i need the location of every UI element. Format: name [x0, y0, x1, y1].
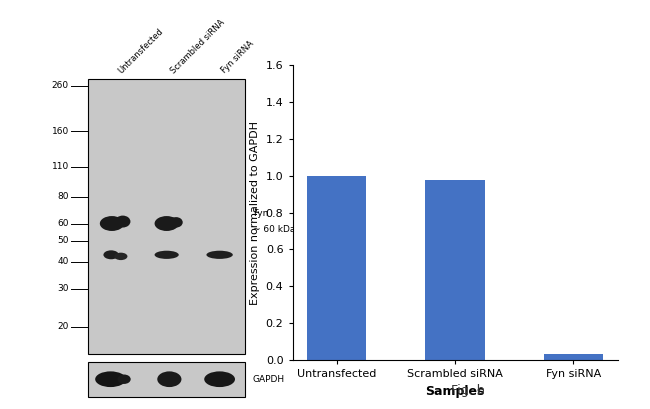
Text: 110: 110: [51, 162, 69, 171]
Text: 80: 80: [57, 192, 69, 201]
Bar: [307, 176, 367, 360]
Text: Scrambled siRNA: Scrambled siRNA: [170, 18, 227, 75]
Bar: [88, 79, 245, 354]
Text: 30: 30: [57, 284, 69, 293]
Text: Fig. b: Fig. b: [451, 384, 485, 397]
Ellipse shape: [155, 251, 179, 259]
Ellipse shape: [118, 375, 131, 384]
Text: Fyn siRNA: Fyn siRNA: [220, 39, 255, 75]
Bar: [543, 354, 603, 360]
Text: 60: 60: [57, 219, 69, 228]
Text: ~ 60 kDa: ~ 60 kDa: [253, 225, 295, 234]
Text: GAPDH: GAPDH: [253, 375, 285, 384]
Ellipse shape: [207, 251, 233, 259]
Ellipse shape: [114, 253, 127, 260]
Text: 40: 40: [57, 257, 69, 266]
Ellipse shape: [157, 371, 181, 387]
Text: Untransfected: Untransfected: [116, 26, 164, 75]
Y-axis label: Expression normalized to GAPDH: Expression normalized to GAPDH: [250, 121, 260, 305]
Ellipse shape: [204, 371, 235, 387]
Ellipse shape: [170, 217, 183, 227]
Text: 50: 50: [57, 236, 69, 245]
Ellipse shape: [155, 216, 179, 231]
Ellipse shape: [103, 250, 119, 259]
Ellipse shape: [115, 216, 131, 227]
Bar: [426, 180, 484, 360]
Text: Fyn: Fyn: [253, 209, 268, 218]
X-axis label: Samples: Samples: [425, 384, 485, 398]
Ellipse shape: [100, 216, 124, 231]
Ellipse shape: [95, 371, 126, 387]
Text: 160: 160: [51, 127, 69, 136]
Text: 20: 20: [57, 322, 69, 331]
Text: 260: 260: [51, 81, 69, 90]
Bar: [88, 362, 245, 397]
